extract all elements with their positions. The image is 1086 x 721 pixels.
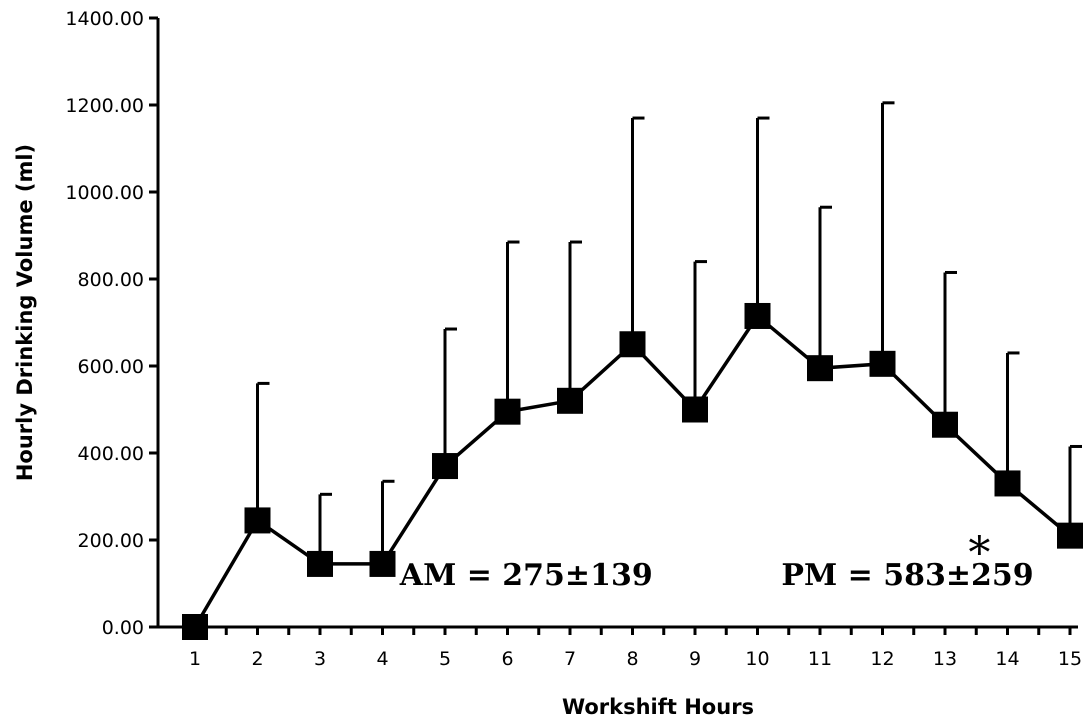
x-tick-label: 4 — [376, 648, 388, 670]
y-tick-label: 1000.00 — [65, 182, 144, 204]
x-tick-label: 14 — [995, 648, 1019, 670]
data-point — [682, 396, 708, 423]
x-tick-label: 13 — [933, 648, 957, 670]
data-point — [619, 331, 646, 358]
data-point — [369, 550, 396, 577]
data-point — [1057, 522, 1083, 549]
data-point — [432, 453, 458, 480]
x-tick-label: 6 — [501, 648, 513, 670]
data-point — [244, 507, 271, 534]
y-tick-label: 600.00 — [78, 356, 144, 378]
data-point — [869, 350, 896, 377]
data-point — [807, 355, 833, 382]
annotations: AM = 275±139 PM = 583±259* — [399, 528, 1034, 593]
data-point — [182, 614, 208, 640]
y-axis-title: Hourly Drinking Volume (ml) — [13, 144, 37, 481]
data-point — [994, 470, 1021, 497]
x-tick-label: 9 — [689, 648, 701, 670]
x-axis-title: Workshift Hours — [562, 695, 754, 719]
x-tick-label: 1 — [189, 648, 201, 670]
y-tick-label: 400.00 — [78, 443, 144, 465]
data-point — [932, 411, 958, 438]
data-markers — [182, 302, 1083, 640]
y-tick-label: 200.00 — [78, 530, 144, 552]
significance-asterisk: * — [968, 528, 990, 579]
data-point — [557, 387, 583, 414]
data-point — [307, 550, 333, 577]
x-tick-label: 15 — [1058, 648, 1082, 670]
data-point — [494, 398, 521, 425]
error-bars — [256, 101, 1082, 564]
x-axis-ticks: 1 2 3 4 5 6 7 8 9 10 11 12 13 14 15 — [189, 627, 1082, 670]
y-tick-label: 800.00 — [78, 269, 144, 291]
x-tick-label: 12 — [870, 648, 894, 670]
y-tick-label: 1200.00 — [65, 95, 144, 117]
x-tick-label: 8 — [626, 648, 638, 670]
x-tick-label: 11 — [808, 648, 832, 670]
annotation-label: AM = 275±139 — [399, 558, 653, 593]
x-tick-label: 10 — [745, 648, 769, 670]
y-axis-ticks: 0.00 200.00 400.00 600.00 800.00 1000.00 1200.… — [65, 8, 158, 639]
x-tick-label: 7 — [564, 648, 576, 670]
x-tick-label: 2 — [251, 648, 263, 670]
annotation-label: PM = 583±259 — [781, 558, 1033, 593]
x-tick-label: 3 — [314, 648, 326, 670]
y-tick-label: 1400.00 — [65, 8, 144, 30]
x-tick-label: 5 — [439, 648, 451, 670]
y-tick-label: 0.00 — [102, 617, 144, 639]
data-point — [744, 302, 771, 329]
